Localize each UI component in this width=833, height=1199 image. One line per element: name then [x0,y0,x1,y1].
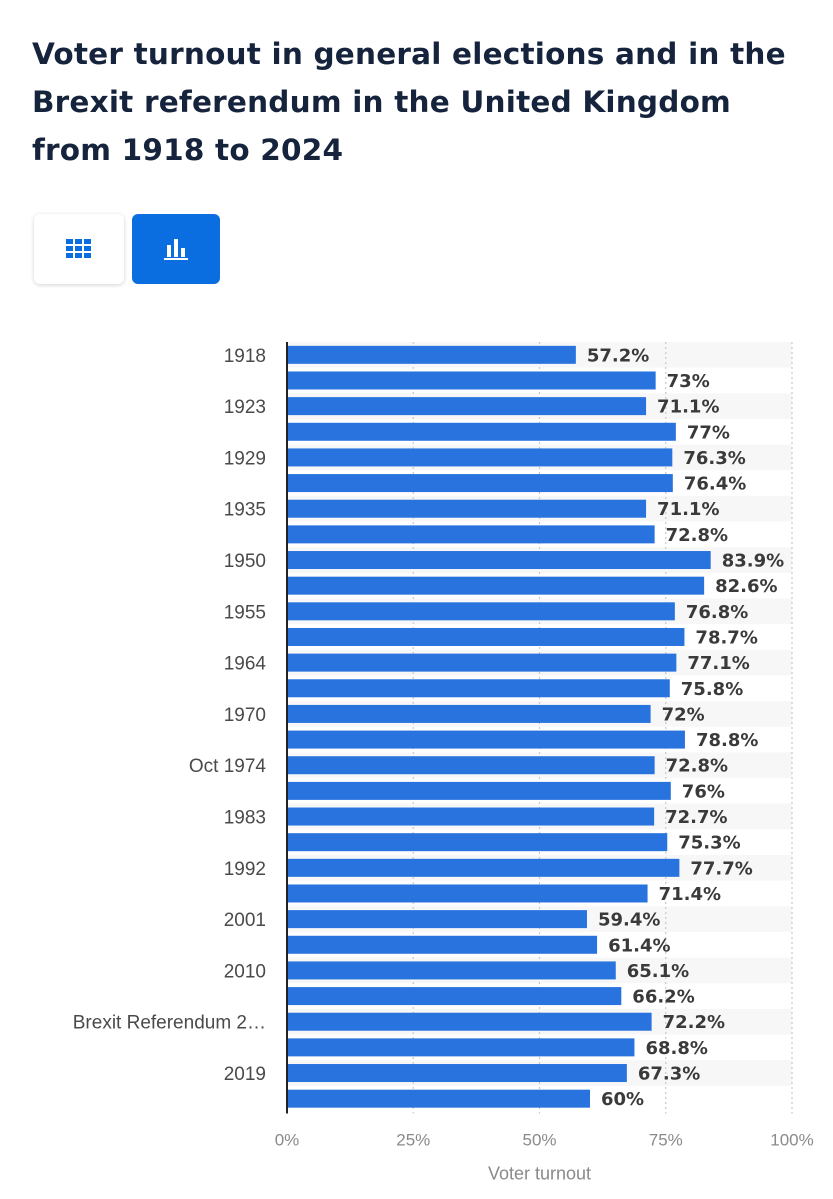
x-tick-label: 25% [396,1131,430,1150]
bar-value-label: 72.7% [665,807,727,828]
bar-value-label: 83.9% [722,551,784,572]
x-tick-label: 0% [275,1131,300,1150]
y-tick-label: 2001 [224,910,266,931]
y-tick-label: 1964 [224,654,267,675]
bar-value-label: 72% [662,704,705,725]
bar-value-label: 77% [687,422,730,443]
table-view-button[interactable] [34,214,124,284]
bar [287,1012,652,1031]
bar [287,704,651,723]
bar-value-label: 76.3% [683,448,745,469]
bar-value-label: 72.8% [666,756,728,777]
bar-value-label: 71.4% [659,884,721,905]
y-tick-label: 2019 [224,1064,266,1085]
bar [287,1089,590,1108]
bar [287,910,587,929]
bar [287,756,655,775]
bar [287,448,673,467]
bar-chart: 0% 25% 50% 75% 100% 57.2% 1918 73% 71.1% 1923 77% 7… [73,342,814,1184]
bar [287,551,711,570]
bar-value-label: 65.1% [627,961,689,982]
bar [287,602,675,621]
bar-chart-icon [164,239,188,260]
bar [287,884,648,903]
x-axis-title: Voter turnout [488,1164,591,1184]
bar-value-label: 76% [682,781,725,802]
y-tick-label: 1935 [224,500,266,521]
bar [287,935,598,954]
bar [287,474,673,493]
bar [287,858,680,877]
bar-value-label: 66.2% [632,987,694,1008]
page-title: Voter turnout in general elections and i… [32,37,786,167]
chart-view-button[interactable] [132,214,220,284]
y-tick-label: 1929 [224,448,266,469]
bar [287,397,647,416]
bar [287,807,655,826]
bar-value-label: 78.8% [696,730,758,751]
bar [287,576,705,595]
y-tick-label: 1970 [224,705,266,726]
bar [287,422,676,441]
x-tick-label: 50% [522,1131,556,1150]
y-tick-label: Brexit Referendum 2… [73,1013,266,1034]
bar-value-label: 77.1% [687,653,749,674]
bar [287,987,622,1006]
bar [287,833,668,852]
bar-value-label: 57.2% [587,345,649,366]
y-tick-label: 1955 [224,602,266,623]
y-tick-label: 1950 [224,551,266,572]
bar-value-label: 77.7% [690,858,752,879]
y-tick-label: 1992 [224,859,266,880]
bar-value-label: 78.7% [695,627,757,648]
bar [287,345,576,364]
bar-value-label: 75.8% [681,679,743,700]
bar-value-label: 59.4% [598,910,660,931]
bar [287,653,677,672]
y-tick-label: 1983 [224,808,266,829]
bar-value-label: 67.3% [638,1064,700,1085]
bar [287,627,685,646]
bar [287,679,670,698]
bar-value-label: 76.8% [686,602,748,623]
table-grid-icon [66,239,91,258]
bar-value-label: 73% [667,371,710,392]
bar-value-label: 82.6% [715,576,777,597]
y-tick-label: 1918 [224,346,266,367]
bar-value-label: 76.4% [684,474,746,495]
bar-value-label: 71.1% [657,397,719,418]
bar-value-label: 60% [601,1089,644,1110]
bar-value-label: 71.1% [657,499,719,520]
y-tick-label: Oct 1974 [189,756,267,777]
y-tick-label: 1923 [224,397,266,418]
x-tick-label: 75% [649,1131,683,1150]
bar [287,525,655,544]
bar-value-label: 68.8% [645,1038,707,1059]
bar-value-label: 61.4% [608,935,670,956]
bar [287,1064,627,1083]
bar-value-label: 72.8% [666,525,728,546]
bar-value-label: 72.2% [663,1012,725,1033]
x-tick-label: 100% [770,1131,813,1150]
bar [287,1038,635,1057]
bar [287,371,656,390]
bar [287,730,685,749]
y-tick-label: 2010 [224,961,266,982]
bar [287,961,616,980]
bar [287,499,647,518]
bar-value-label: 75.3% [678,833,740,854]
bar [287,781,671,800]
